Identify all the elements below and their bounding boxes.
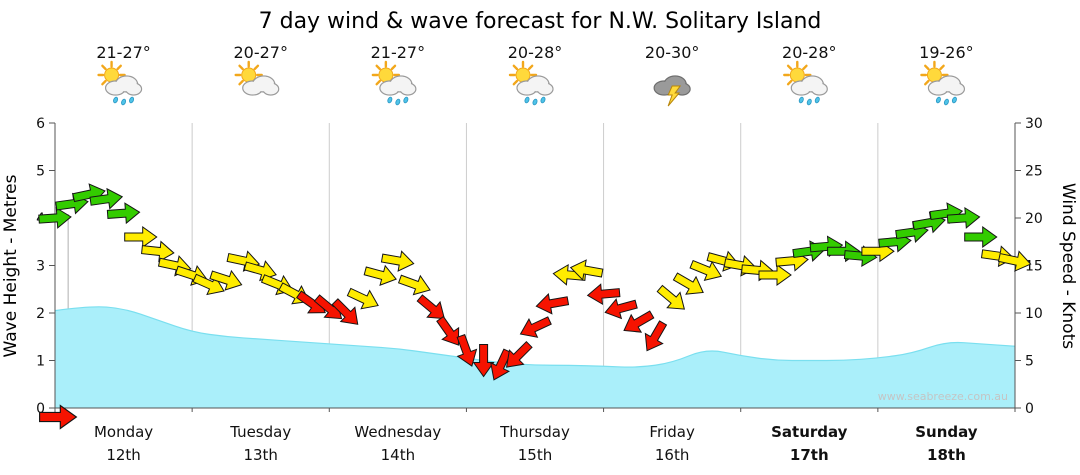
wind-arrow	[456, 333, 478, 367]
wind-arrow	[490, 348, 512, 381]
wind-arrow	[397, 274, 431, 296]
day-date: 12th	[106, 446, 140, 464]
wind-arrow	[472, 344, 495, 378]
weather-icon-sun-cloud-rain	[508, 60, 554, 106]
wind-arrow	[623, 310, 655, 333]
left-axis-label: Wave Height - Metres	[1, 174, 21, 357]
day-date: 13th	[243, 446, 277, 464]
right-axis-tick-label: 5	[1025, 354, 1034, 370]
wind-arrow	[141, 240, 175, 263]
right-axis-tick-label: 25	[1025, 164, 1043, 180]
left-axis-tick-label: 1	[36, 354, 45, 370]
chart-generated-layer: 012345605101520253021-27°Monday12th20-27…	[36, 43, 1043, 464]
wind-arrow	[997, 250, 1032, 272]
wave-height-area	[55, 306, 1015, 408]
day-temp-range: 21-27°	[96, 43, 151, 62]
day-date: 18th	[927, 446, 966, 464]
day-date: 16th	[655, 446, 689, 464]
wind-arrow	[644, 320, 668, 352]
wind-arrow	[380, 250, 415, 272]
wind-arrow	[519, 316, 552, 338]
left-axis-tick-label: 0	[36, 401, 45, 417]
weather-icon-sun-cloud-rain	[920, 60, 966, 106]
day-name: Thursday	[499, 423, 570, 441]
right-axis-tick-label: 10	[1025, 306, 1043, 322]
day-temp-range: 19-26°	[919, 43, 974, 62]
right-axis-tick-label: 30	[1025, 116, 1043, 132]
weather-icon-sun-cloud	[234, 60, 280, 96]
wind-arrow	[38, 206, 72, 229]
wind-arrow	[964, 226, 998, 248]
wind-arrow	[89, 187, 124, 210]
left-axis-tick-label: 5	[36, 164, 45, 180]
wind-arrow	[569, 259, 604, 281]
day-temp-range: 20-30°	[645, 43, 700, 62]
day-name: Sunday	[915, 423, 978, 441]
day-temp-range: 20-27°	[233, 43, 288, 62]
wind-arrow	[758, 264, 792, 286]
wind-arrow	[689, 259, 723, 282]
wind-arrow	[505, 340, 533, 368]
day-temp-range: 20-28°	[782, 43, 837, 62]
wind-arrow	[416, 294, 446, 320]
day-temp-range: 21-27°	[371, 43, 426, 62]
day-name: Saturday	[771, 423, 848, 441]
left-axis-tick-label: 2	[36, 306, 45, 322]
day-name: Wednesday	[354, 423, 441, 441]
wind-arrow	[672, 272, 704, 295]
day-temp-range: 20-28°	[508, 43, 563, 62]
day-name: Tuesday	[229, 423, 291, 441]
right-axis-label: Wind Speed - Knots	[1058, 183, 1078, 349]
wind-arrow	[346, 287, 379, 310]
current-wind-arrow	[39, 404, 78, 430]
wind-arrow	[946, 206, 981, 229]
wind-arrow	[436, 315, 460, 346]
wind-arrow	[535, 292, 570, 315]
day-date: 17th	[790, 446, 829, 464]
day-date: 15th	[518, 446, 552, 464]
wind-arrow	[604, 298, 638, 320]
wind-arrow	[656, 284, 686, 310]
wind-arrow	[363, 264, 397, 286]
weather-icon-sun-cloud-rain	[97, 60, 143, 106]
wind-arrow	[331, 298, 359, 325]
wind-arrow	[106, 202, 141, 225]
weather-icon-sun-cloud-rain	[783, 60, 828, 106]
chart-title: 7 day wind & wave forecast for N.W. Soli…	[259, 9, 822, 34]
wind-arrow	[124, 226, 158, 248]
wind-arrow	[209, 269, 243, 291]
day-name: Monday	[94, 423, 153, 441]
watermark: www.seabreeze.com.au	[878, 390, 1008, 403]
day-name: Friday	[649, 423, 695, 441]
day-date: 14th	[381, 446, 415, 464]
weather-icon-sun-cloud-rain	[371, 60, 417, 106]
right-axis-tick-label: 20	[1025, 211, 1043, 227]
right-axis-tick-label: 0	[1025, 401, 1034, 417]
wind-arrow	[586, 283, 621, 306]
wave-height-line	[54, 306, 1016, 368]
left-axis-tick-label: 3	[36, 259, 45, 275]
left-axis-tick-label: 6	[36, 116, 45, 132]
weather-icon-storm	[653, 75, 691, 107]
